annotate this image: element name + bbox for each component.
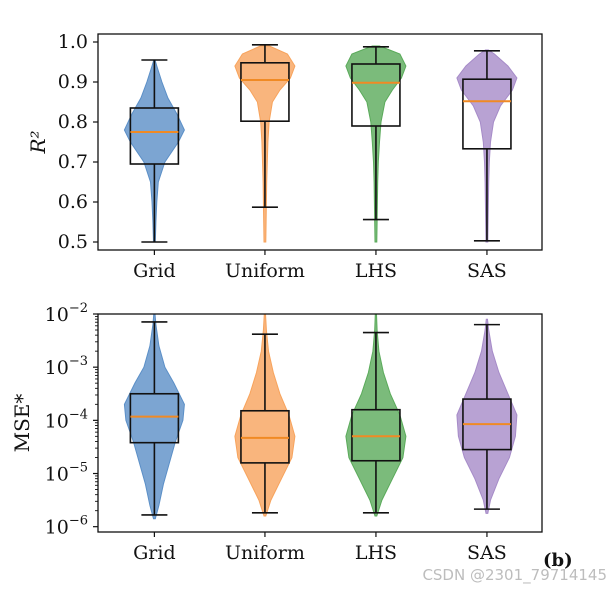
- mse-panel: 10−6 10−5 10−4 10−3 10−2 Grid Uniform LHS SAS M…: [10, 301, 543, 564]
- iqr-box: [129, 107, 180, 165]
- boxplot-grid: [129, 321, 180, 516]
- iqr-box: [351, 408, 401, 462]
- boxplot-sas: [462, 323, 512, 510]
- x-tick-label-uniform: Uniform: [225, 260, 305, 282]
- r2-boxes: [129, 43, 512, 243]
- iqr-box: [240, 409, 290, 464]
- y-tick-label: 10−6: [45, 514, 88, 539]
- x-tick-label-grid: Grid: [133, 260, 176, 282]
- iqr-box: [351, 63, 401, 127]
- y-tick-label: 0.5: [58, 231, 88, 253]
- y-tick-label: 10−5: [45, 461, 88, 486]
- x-tick-label-lhs: LHS: [355, 542, 397, 564]
- mse-y-ticks: 10−6 10−5 10−4 10−3 10−2: [45, 301, 98, 539]
- iqr-box: [240, 61, 290, 123]
- y-tick-label: 0.7: [58, 151, 88, 173]
- r2-y-axis-label: R²: [26, 130, 50, 154]
- mse-violins: [123, 313, 518, 520]
- y-tick-label: 10−2: [45, 301, 88, 326]
- r2-y-ticks: 0.5 0.6 0.7 0.8 0.9 1.0: [58, 31, 98, 253]
- watermark: CSDN @2301_79714145: [422, 566, 607, 584]
- boxplot-lhs: [351, 45, 401, 221]
- y-tick-label: 0.6: [58, 191, 88, 213]
- boxplot-sas: [462, 49, 512, 242]
- mse-x-ticks: Grid Uniform LHS SAS: [133, 532, 507, 564]
- r2-panel: 0.5 0.6 0.7 0.8 0.9 1.0 Grid Uniform LHS SAS R²: [26, 31, 543, 282]
- x-tick-label-lhs: LHS: [355, 260, 397, 282]
- svg-text:R²: R²: [26, 130, 50, 154]
- r2-ylabel-text: R²: [26, 130, 50, 154]
- y-tick-label: 10−3: [45, 354, 88, 379]
- x-tick-label-sas: SAS: [467, 260, 507, 282]
- boxplot-uniform: [240, 43, 290, 208]
- mse-y-axis-label: MSE*: [10, 394, 34, 453]
- x-tick-label-uniform: Uniform: [225, 542, 305, 564]
- iqr-box: [462, 78, 512, 150]
- y-tick-label: 10−4: [45, 407, 88, 432]
- mse-boxes: [129, 321, 512, 516]
- boxplot-uniform: [240, 333, 290, 514]
- violin-sas: [456, 318, 518, 514]
- panel-tag: (b): [543, 550, 573, 571]
- x-tick-label-sas: SAS: [467, 542, 507, 564]
- r2-violins: [123, 45, 518, 243]
- y-tick-label: 0.8: [58, 111, 88, 133]
- r2-axes-frame: [97, 33, 543, 251]
- mse-ylabel-text: MSE*: [10, 394, 34, 453]
- x-tick-label-grid: Grid: [133, 542, 176, 564]
- boxplot-lhs: [351, 331, 401, 514]
- r2-x-ticks: Grid Uniform LHS SAS: [133, 250, 507, 282]
- y-tick-label: 0.9: [58, 71, 88, 93]
- y-tick-label: 1.0: [58, 31, 88, 53]
- iqr-box: [129, 392, 180, 444]
- boxplot-grid: [129, 59, 180, 243]
